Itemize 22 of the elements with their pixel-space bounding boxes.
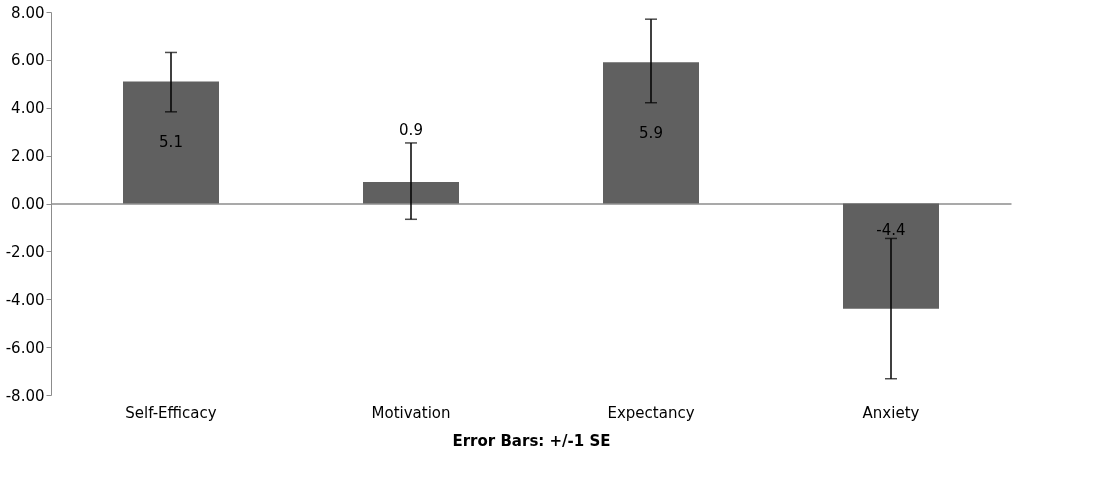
y-tick-label: -4.00: [5, 290, 45, 309]
y-tick-label: -8.00: [5, 386, 45, 405]
x-axis-title: Error Bars: +/-1 SE: [452, 432, 611, 450]
bar: [363, 181, 459, 204]
x-tick-label: Self-Efficacy: [125, 403, 217, 422]
y-tick-label: 0.00: [11, 195, 45, 213]
bar: [843, 203, 939, 309]
data-label: 5.9: [639, 123, 663, 142]
y-tick-label: -6.00: [5, 338, 45, 357]
y-tick-label: -2.00: [5, 242, 45, 261]
bar: [603, 62, 699, 204]
data-label: 0.9: [399, 120, 423, 139]
x-tick-label: Motivation: [371, 403, 451, 422]
data-label: 5.1: [159, 133, 183, 152]
data-label: -4.4: [876, 220, 906, 239]
x-tick-label: Anxiety: [862, 403, 920, 422]
y-tick-label: 6.00: [11, 51, 45, 70]
y-tick-label: 4.00: [11, 99, 45, 118]
bar: [123, 81, 219, 204]
y-tick-label: 8.00: [11, 3, 45, 22]
x-tick-label: Expectancy: [607, 403, 695, 422]
y-tick-label: 2.00: [11, 147, 45, 166]
